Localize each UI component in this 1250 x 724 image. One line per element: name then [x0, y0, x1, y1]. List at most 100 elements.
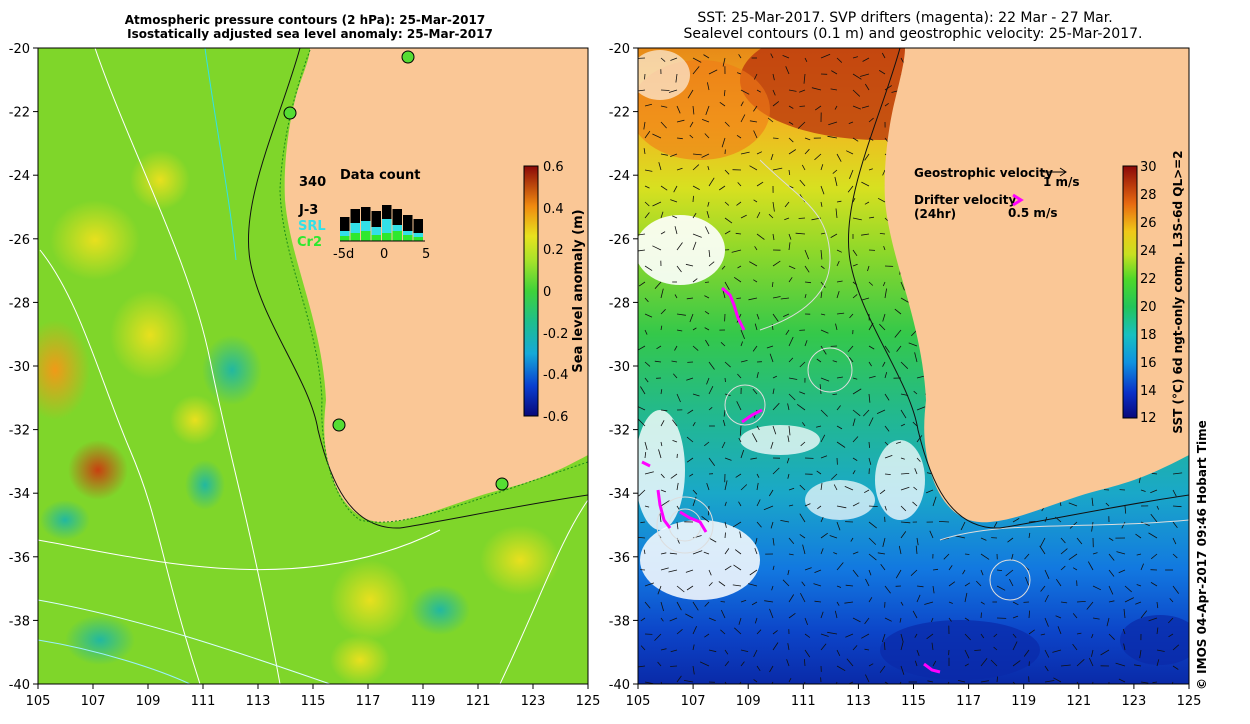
sst-colorbar-tick: 28	[1140, 188, 1157, 203]
tide-gauge-marker	[333, 419, 345, 431]
y-tick-label: -22	[609, 106, 630, 121]
sst-colorbar-tick: 14	[1140, 384, 1157, 399]
sst-colorbar-tick: 18	[1140, 328, 1157, 343]
cloud-gap	[635, 215, 725, 285]
sla-high-blob	[480, 525, 560, 595]
count-bar-cr2	[340, 236, 350, 241]
data-count-title: Data count	[340, 168, 420, 183]
y-tick-label: -22	[9, 106, 30, 121]
x-tick-label: 111	[791, 694, 816, 709]
right-y-axis: -20-22-24-26-28-30-32-34-36-38-40	[609, 42, 638, 693]
velocity-vector	[965, 554, 969, 555]
velocity-vector	[981, 613, 982, 619]
velocity-vector	[736, 298, 741, 299]
y-tick-label: -24	[9, 169, 30, 184]
y-tick-label: -38	[609, 614, 630, 629]
sla-high-blob	[170, 395, 220, 445]
x-tick-label: 113	[846, 694, 871, 709]
sla-low-blob	[40, 500, 90, 540]
drifter-scale-label: 0.5 m/s	[1008, 206, 1057, 220]
sla-low-blob	[65, 615, 135, 665]
sla-high-blob	[68, 440, 128, 500]
x-tick-label: 113	[246, 694, 271, 709]
count-bar-cr2	[351, 233, 361, 241]
cloud-gap	[630, 50, 690, 100]
drifter-velocity-label2: (24hr)	[914, 207, 956, 221]
sst-colorbar-tick: 24	[1140, 244, 1157, 259]
sla-colorbar	[524, 166, 538, 416]
sst-colorbar-tick: 26	[1140, 216, 1157, 231]
sst-cold-patch	[880, 620, 1040, 680]
x-tick-label: 117	[956, 694, 981, 709]
x-tick-label: 123	[1121, 694, 1146, 709]
x-tick-label: 111	[191, 694, 216, 709]
y-tick-label: -38	[9, 614, 30, 629]
left-title-line1: Atmospheric pressure contours (2 hPa): 2…	[125, 13, 485, 27]
x-tick-label: 109	[736, 694, 761, 709]
y-tick-label: -40	[9, 678, 30, 693]
left-y-axis: -20-22-24-26-28-30-32-34-36-38-40	[9, 42, 38, 693]
y-tick-label: -34	[9, 487, 30, 502]
count-bar-cr2	[403, 235, 413, 241]
velocity-vector	[725, 378, 726, 382]
sla-low-blob	[185, 460, 225, 510]
sst-colorbar-tick: 12	[1140, 411, 1157, 426]
count-bar-cr2	[393, 231, 403, 241]
x-tick-label: 115	[301, 694, 326, 709]
legend-srl: SRL	[298, 219, 326, 234]
sla-high-blob	[20, 320, 90, 420]
sla-high-blob	[330, 635, 390, 685]
sla-colorbar-tick: 0	[543, 285, 551, 300]
velocity-vector	[693, 196, 694, 202]
velocity-vector	[725, 533, 726, 539]
y-tick-label: -34	[609, 487, 630, 502]
x-tick-label: 119	[1011, 694, 1036, 709]
velocity-vector	[974, 650, 981, 651]
x-tick-label: 107	[81, 694, 106, 709]
cloud-gap	[805, 480, 875, 520]
y-tick-label: -24	[609, 169, 630, 184]
sla-colorbar-tick: 0.4	[543, 202, 564, 217]
x-tick-label: 125	[1177, 694, 1202, 709]
y-tick-label: -32	[609, 424, 630, 439]
legend-j3: J-3	[298, 203, 318, 218]
sla-colorbar-tick: 0.6	[543, 160, 564, 175]
velocity-vector	[721, 602, 725, 603]
sst-colorbar-tick: 16	[1140, 356, 1157, 371]
data-count-value: 340	[299, 175, 326, 190]
y-tick-label: -40	[609, 678, 630, 693]
y-tick-label: -30	[9, 360, 30, 375]
sla-colorbar-tick: -0.2	[543, 327, 568, 342]
legend-cr2: Cr2	[297, 235, 322, 250]
velocity-vector	[705, 282, 709, 283]
sst-colorbar-tick: 22	[1140, 272, 1157, 287]
drifter-velocity-label: Drifter velocity	[914, 193, 1016, 207]
y-tick-label: -32	[9, 424, 30, 439]
sla-high-blob	[50, 200, 140, 280]
imos-credit: © IMOS 04-Apr-2017 09:46 Hobart Time	[1195, 420, 1209, 690]
sst-colorbar-tick: 30	[1140, 160, 1157, 175]
sst-colorbar-label: SST (°C) 6d ngt-only comp. L3S-6d QL>=2	[1171, 150, 1185, 433]
y-tick-label: -36	[9, 551, 30, 566]
velocity-vector	[799, 218, 805, 219]
sla-colorbar-tick: -0.4	[543, 368, 568, 383]
velocity-vector	[661, 90, 670, 91]
x-tick-label: 117	[356, 694, 381, 709]
sla-high-blob	[330, 560, 410, 640]
tide-gauge-marker	[496, 478, 508, 490]
velocity-vector	[800, 106, 806, 107]
sla-colorbar-tick: 0.2	[543, 243, 564, 258]
x-tick-label: 105	[26, 694, 51, 709]
sst-cold-patch	[1120, 615, 1200, 665]
tide-gauge-marker	[284, 107, 296, 119]
x-tick-label: 125	[576, 694, 601, 709]
x-tick-label: 107	[681, 694, 706, 709]
sla-colorbar-label: Sea level anomaly (m)	[571, 209, 586, 372]
inset-axis-label: 0	[380, 247, 388, 262]
y-tick-label: -26	[609, 233, 630, 248]
y-tick-label: -28	[609, 296, 630, 311]
x-tick-label: 119	[411, 694, 436, 709]
sla-low-blob	[202, 335, 262, 405]
sst-colorbar-tick: 20	[1140, 300, 1157, 315]
